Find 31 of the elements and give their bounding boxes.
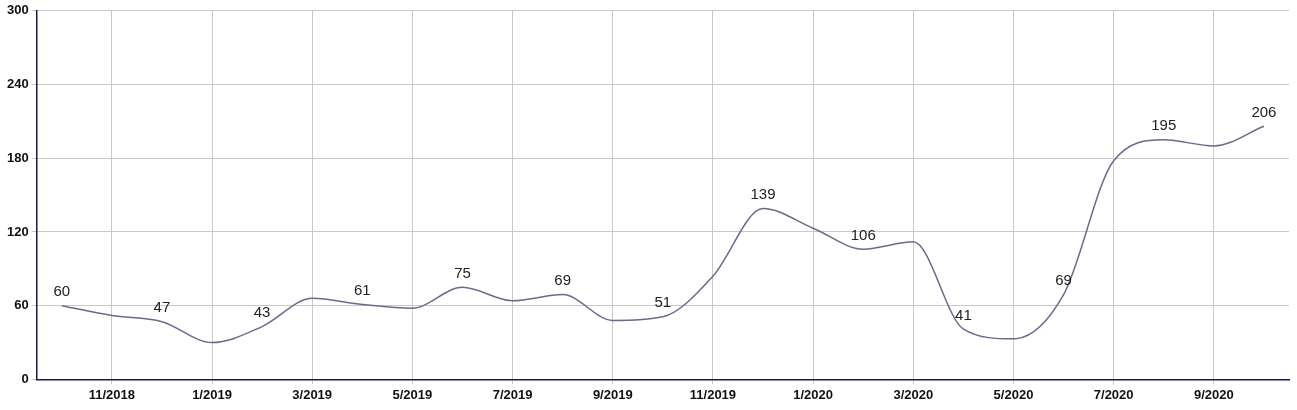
x-tick-label: 9/2020 (1193, 386, 1234, 402)
data-label: 60 (53, 282, 71, 300)
data-label: 206 (1251, 102, 1277, 120)
data-label: 51 (654, 293, 672, 311)
y-tick-label: 120 (6, 223, 29, 239)
x-tick-label: 11/2018 (88, 386, 135, 402)
data-label: 61 (353, 281, 371, 299)
data-label: 43 (253, 303, 271, 321)
data-label: 195 (1151, 116, 1177, 134)
x-tick-label: 1/2019 (192, 386, 232, 402)
y-tick-label: 240 (6, 76, 29, 92)
x-tick-label: 3/2019 (292, 386, 333, 402)
data-label: 139 (750, 185, 776, 203)
data-label: 41 (955, 305, 972, 323)
data-label: 47 (153, 298, 171, 316)
data-label: 69 (554, 271, 571, 289)
y-tick-label: 0 (21, 370, 29, 386)
x-tick-label: 3/2020 (893, 386, 934, 402)
y-tick-label: 300 (6, 2, 29, 18)
y-tick-label: 60 (14, 297, 29, 313)
x-tick-label: 11/2019 (689, 386, 737, 402)
y-tick-label: 180 (6, 149, 29, 165)
x-tick-label: 5/2019 (392, 386, 433, 402)
x-tick-label: 9/2019 (592, 386, 633, 402)
x-tick-label: 7/2019 (492, 386, 533, 402)
x-tick-label: 1/2020 (793, 386, 834, 402)
data-label: 106 (850, 225, 876, 243)
data-label: 69 (1055, 271, 1072, 289)
x-tick-label: 7/2020 (1093, 386, 1134, 402)
data-label: 75 (454, 263, 471, 281)
x-tick-label: 5/2020 (993, 386, 1034, 402)
